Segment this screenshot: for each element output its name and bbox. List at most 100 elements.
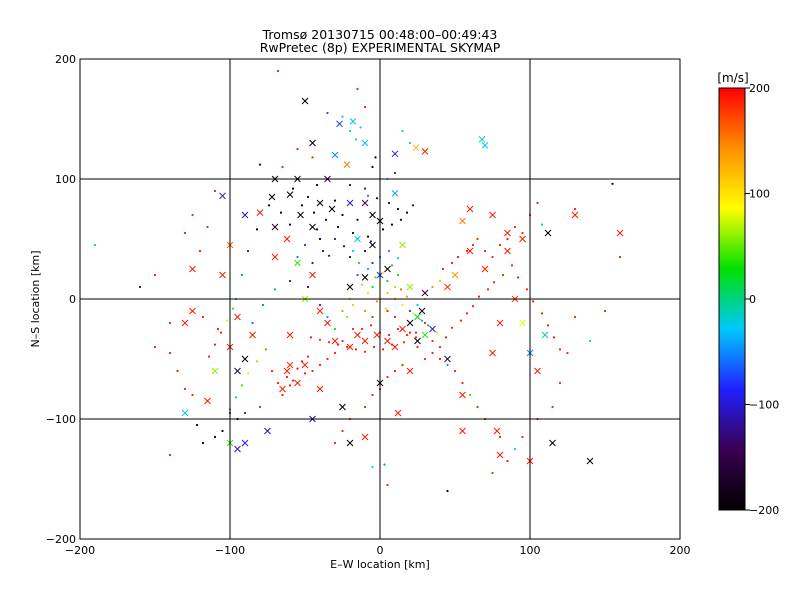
scatter-dot [360, 283, 364, 286]
scatter-dot [191, 393, 194, 397]
scatter-dot [354, 348, 358, 351]
scatter-dot [423, 321, 427, 325]
scatter-x-marker [489, 211, 496, 219]
chart-title: Tromsø 20130715 00:48:00–00:49:43 [262, 27, 498, 42]
scatter-dot [396, 257, 400, 260]
scatter-dot [498, 435, 502, 439]
scatter-dot [258, 405, 262, 409]
scatter-x-marker [459, 391, 466, 399]
scatter-dot [176, 369, 179, 373]
scatter-dot [426, 324, 430, 327]
scatter-x-marker [283, 235, 291, 243]
scatter-dot [300, 204, 304, 207]
scatter-dot [359, 126, 362, 129]
scatter-dot [366, 291, 370, 295]
scatter-x-marker [346, 199, 354, 207]
scatter-dot [371, 165, 374, 169]
scatter-dot [153, 273, 157, 277]
scatter-dot [306, 195, 310, 199]
scatter-dot [411, 312, 415, 315]
scatter-dot [360, 327, 364, 331]
scatter-dot [393, 315, 397, 319]
scatter-dot [300, 360, 304, 363]
scatter-dot [435, 331, 439, 334]
scatter-dot [477, 295, 481, 298]
scatter-dot [342, 245, 346, 248]
scatter-dot [321, 249, 325, 253]
scatter-dot [315, 183, 319, 187]
scatter-dot [414, 336, 418, 339]
scatter-dot [327, 341, 331, 344]
scatter-x-marker [241, 439, 249, 447]
scatter-dot [273, 288, 277, 291]
scatter-dot [198, 249, 202, 253]
scatter-dot [573, 207, 577, 211]
scatter-x-marker [241, 211, 249, 219]
scatter-dot [456, 255, 460, 259]
scatter-dot [492, 281, 496, 284]
scatter-dot [446, 489, 449, 493]
colorbar [718, 87, 746, 511]
scatter-dot [219, 331, 223, 334]
y-axis-label: N–S location [km] [29, 250, 42, 347]
colorbar-ticks: 200 100 0 −100 −200 [745, 82, 779, 517]
scatter-x-marker [394, 409, 402, 417]
scatter-x-marker [406, 319, 414, 327]
scatter-dot [414, 331, 418, 334]
scatter-dot [471, 243, 475, 247]
x-tick-label: 0 [377, 544, 384, 557]
scatter-dot [341, 213, 344, 217]
scatter-x-marker [541, 331, 549, 339]
scatter-x-marker [219, 192, 226, 200]
scatter-dot [372, 345, 376, 349]
scatter-dot [465, 312, 469, 315]
scatter-dot [366, 235, 370, 238]
scatter-dot [486, 288, 490, 291]
scatter-dot [261, 303, 265, 307]
scatter-dot [333, 441, 337, 445]
scatter-x-marker [481, 142, 489, 149]
scatter-dot [408, 141, 412, 145]
scatter-x-marker [309, 271, 316, 279]
scatter-x-marker [249, 331, 256, 339]
scatter-dot [431, 285, 434, 289]
scatter-x-marker [346, 343, 354, 351]
scatter-x-marker [294, 259, 301, 267]
scatter-x-marker [414, 337, 421, 345]
scatter-dot [93, 243, 97, 247]
scatter-x-marker [361, 199, 369, 207]
scatter-x-marker [534, 367, 541, 375]
scatter-x-marker [384, 265, 391, 273]
scatter-x-marker [234, 313, 241, 321]
scatter-x-marker [406, 283, 414, 291]
scatter-dot [318, 338, 322, 341]
scatter-dot [306, 355, 310, 358]
scatter-dot [393, 171, 397, 175]
scatter-x-marker [369, 211, 376, 219]
scatter-dot [221, 429, 224, 433]
scatter-dot [240, 273, 244, 277]
scatter-x-marker [384, 337, 391, 345]
scatter-dot [168, 453, 172, 457]
scatter-dot [333, 327, 337, 331]
scatter-dot [311, 156, 314, 159]
scatter-dot [366, 194, 370, 197]
scatter-dot [611, 182, 614, 185]
scatter-x-marker [256, 209, 264, 216]
scatter-dot [513, 225, 517, 229]
scatter-dot [281, 165, 284, 169]
scatter-x-marker [189, 307, 196, 315]
scatter-x-marker [504, 247, 511, 255]
scatter-dot [381, 271, 385, 274]
scatter-dot [258, 163, 262, 166]
scatter-dot [374, 276, 377, 279]
scatter-dot [501, 273, 505, 277]
scatter-dot [303, 372, 307, 375]
scatter-dot [588, 339, 592, 343]
scatter-dot [386, 291, 389, 295]
scatter-x-marker [391, 150, 399, 158]
scatter-x-marker [412, 144, 420, 152]
scatter-dot [341, 115, 344, 118]
y-tick-label: −100 [46, 413, 76, 426]
scatter-dot [405, 333, 409, 337]
